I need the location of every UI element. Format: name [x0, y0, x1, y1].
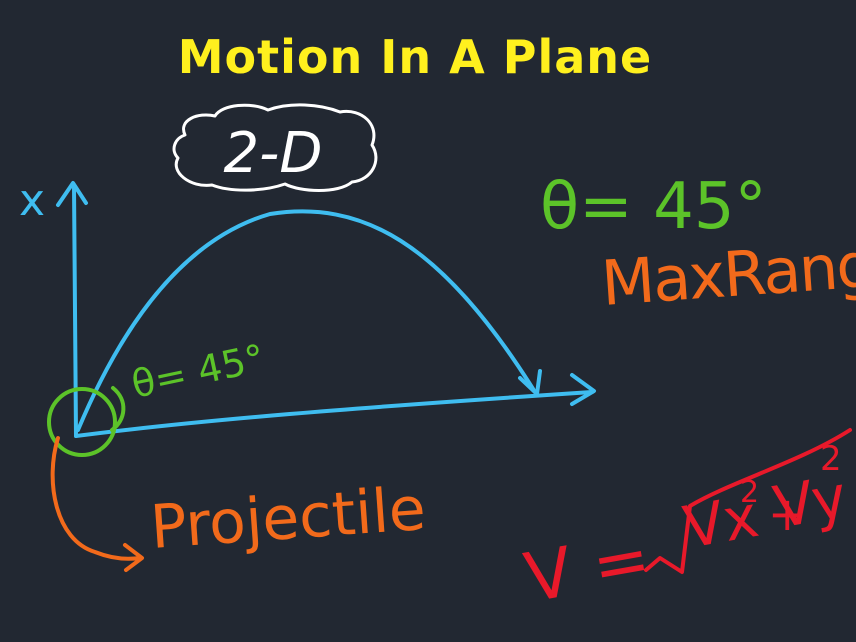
formula-lhs: V =: [519, 519, 656, 619]
trajectory-arrowhead: [518, 369, 542, 396]
origin-label: Projectile: [148, 474, 428, 563]
dimension-badge: 2-D: [172, 103, 378, 192]
x-axis: [74, 373, 596, 438]
y-axis-line: [72, 184, 78, 438]
y-axis: x: [19, 175, 88, 438]
projectile-callout: Projectile: [50, 436, 428, 572]
y-axis-arrowhead: [56, 181, 88, 207]
formula-term1: Vx: [679, 482, 764, 562]
page-title: Motion In A Plane: [177, 30, 653, 84]
cloud-outline: [172, 103, 378, 192]
sqrt-sign: [644, 428, 852, 574]
angle-label-right: θ= 45°: [540, 170, 767, 244]
formula-term1-sup: 2: [740, 475, 759, 510]
callout-arrowhead: [123, 543, 144, 572]
x-axis-line: [74, 390, 594, 438]
projectile-trajectory: [76, 209, 542, 432]
x-axis-arrowhead: [570, 373, 596, 406]
dimension-label: 2-D: [224, 121, 323, 186]
callout-arrow: [50, 436, 142, 561]
formula-term2-sup: 2: [820, 439, 842, 479]
angle-arc: [110, 386, 126, 432]
formula-term2: Vy: [769, 462, 852, 542]
angle-label-origin: θ= 45°: [128, 336, 269, 407]
origin-circle: [47, 387, 117, 457]
formula-plus: +: [768, 487, 807, 541]
velocity-formula: V = Vx 2 + Vy 2: [519, 428, 852, 619]
axis-label: x: [19, 175, 45, 226]
trajectory-curve: [76, 209, 537, 432]
